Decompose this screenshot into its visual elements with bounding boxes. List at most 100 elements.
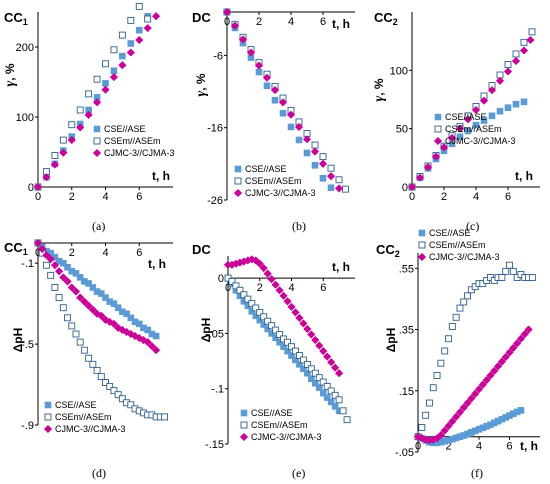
data-point <box>88 305 97 314</box>
data-point <box>291 308 300 317</box>
x-axis-label: t, h <box>148 257 166 271</box>
x-axis-label: t, h <box>152 169 170 183</box>
legend-marker <box>93 125 101 133</box>
panel-title: DC <box>192 10 211 25</box>
legend-label: CSEm//ASEm <box>55 412 112 422</box>
panel-title: CC2 <box>374 10 398 27</box>
data-point <box>263 269 272 278</box>
data-point <box>51 152 59 159</box>
data-point <box>327 358 336 367</box>
data-point <box>459 403 468 412</box>
data-point <box>474 385 484 394</box>
data-point <box>276 331 284 338</box>
data-point <box>303 149 311 157</box>
data-point <box>262 73 272 82</box>
data-point <box>135 333 144 343</box>
y-tick-label: -6 <box>213 50 223 62</box>
x-tick-label: 4 <box>102 247 108 259</box>
data-point <box>76 274 84 281</box>
x-tick-label: 6 <box>320 16 326 28</box>
data-point <box>422 411 430 419</box>
legend-label: CSEm//ASEm <box>245 176 302 186</box>
y-tick-label: -.1 <box>21 258 34 270</box>
x-tick-label: 2 <box>257 282 263 294</box>
data-point <box>254 61 264 70</box>
data-point <box>455 408 465 417</box>
chart-panel-5: 0 -.05 -.1 -.15 0 2 4 6 DC ΔpH t, h CSE//ASE CSEm//A… <box>192 242 355 480</box>
data-point <box>109 319 119 329</box>
data-point <box>464 127 472 135</box>
data-point <box>267 275 276 284</box>
data-point <box>445 335 452 343</box>
legend: CSE//ASE CSEm//ASEm CJMC-3//CJMA-3 <box>239 408 322 442</box>
legend-marker <box>418 241 426 249</box>
legend-marker <box>92 148 102 158</box>
data-point <box>335 176 343 184</box>
data-point <box>456 133 464 141</box>
y-axis-label: ΔpH <box>11 328 25 353</box>
data-point <box>304 369 311 377</box>
panel-caption: (a) <box>92 219 105 233</box>
data-point <box>259 264 268 273</box>
data-point <box>319 153 327 161</box>
data-point <box>511 56 521 66</box>
data-point <box>315 374 323 382</box>
legend-label: CJMC-3//CJMA-3 <box>251 432 322 442</box>
data-point <box>327 387 335 395</box>
data-point <box>504 104 512 111</box>
data-point <box>118 31 126 39</box>
x-tick-label: 4 <box>473 191 479 203</box>
data-point <box>486 371 495 380</box>
data-point <box>89 360 97 368</box>
x-tick-label: 6 <box>506 441 512 453</box>
chart-panel-1: 0 100 200 0 2 4 6 CC1 γ, % t, h CSE//ASE CSEm//ASEm… <box>3 2 175 233</box>
y-axis-unit: , % <box>372 78 386 96</box>
data-point <box>67 135 76 145</box>
data-point <box>436 431 446 440</box>
data-point <box>147 341 157 351</box>
series-3 <box>222 7 344 193</box>
data-point <box>505 348 514 357</box>
legend-label: CJMC-3//CJMA-3 <box>245 188 316 198</box>
chart-panel-6: -.05 .15 .35 .55 0 2 4 6 CC2 ΔpH t, h CSE//ASE CSEm/… <box>376 228 540 480</box>
y-tick-label: 0 <box>218 273 224 285</box>
data-point <box>263 82 271 90</box>
data-point <box>447 133 457 143</box>
legend-marker <box>433 136 443 146</box>
y-axis-label: γ, % <box>194 73 209 96</box>
data-point <box>512 50 520 58</box>
data-point <box>110 67 118 75</box>
data-point <box>135 26 143 34</box>
data-point <box>33 238 43 248</box>
data-point <box>498 274 506 281</box>
data-point <box>80 346 88 354</box>
data-point <box>38 244 47 254</box>
data-point <box>280 343 287 350</box>
data-point <box>287 302 296 312</box>
x-tick-label: 4 <box>288 16 294 28</box>
data-point <box>251 256 260 265</box>
data-point <box>64 314 71 322</box>
legend-label: CSEm//ASEm <box>251 420 308 430</box>
data-point <box>97 311 106 320</box>
data-point <box>310 147 320 156</box>
data-point <box>144 326 151 334</box>
data-point <box>452 313 460 321</box>
data-point <box>144 15 152 23</box>
panel-title: CC1 <box>4 10 28 27</box>
data-point <box>151 346 161 355</box>
legend-marker <box>43 424 53 434</box>
data-point <box>287 123 295 131</box>
series-2 <box>414 261 536 441</box>
legend-marker <box>239 432 249 442</box>
legend-marker <box>93 137 101 145</box>
data-point <box>520 329 529 339</box>
data-point <box>503 67 513 76</box>
data-point <box>114 304 122 312</box>
data-point <box>493 362 503 371</box>
data-point <box>123 310 130 318</box>
data-point <box>85 280 92 287</box>
data-point <box>71 287 81 296</box>
data-point <box>339 407 347 415</box>
